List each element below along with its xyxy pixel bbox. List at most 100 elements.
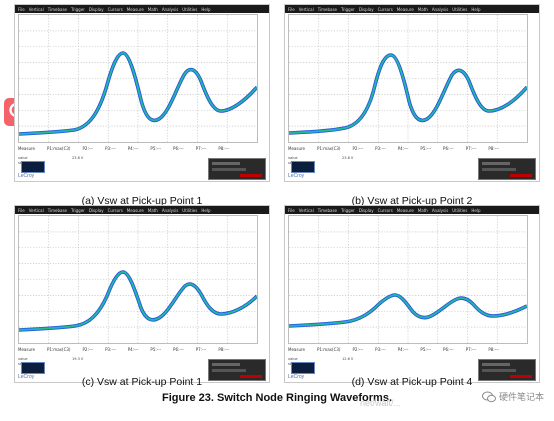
watermark: 硬件笔记本 <box>481 390 544 403</box>
oscilloscope-screen: File Vertical Timebase Trigger Display C… <box>284 205 540 383</box>
trigger-status-box <box>208 158 266 180</box>
menu-cursors[interactable]: Cursors <box>107 207 123 213</box>
menu-trigger[interactable]: Trigger <box>341 207 355 213</box>
menu-utilities[interactable]: Utilities <box>182 207 198 213</box>
grid <box>19 15 257 142</box>
menu-help[interactable]: Help <box>201 6 211 12</box>
watermark-url: net/walt/... <box>360 398 402 408</box>
menu-utilities[interactable]: Utilities <box>452 207 468 213</box>
menu-vertical[interactable]: Vertical <box>298 6 314 12</box>
menu-math[interactable]: Math <box>147 207 158 213</box>
trigger-status-box <box>478 158 536 180</box>
p1-value: 23.8 V <box>342 156 354 160</box>
waveform-graph <box>289 15 527 142</box>
value-row-label: value <box>288 357 298 361</box>
menu-math[interactable]: Math <box>147 6 158 12</box>
menu-file[interactable]: File <box>18 6 25 12</box>
trace-inner <box>289 54 527 134</box>
caption-c: (c) Vsw at Pick-up Point 1 <box>81 376 203 388</box>
measure-header-row: Measure P1:max(C3) P2:--- P3:--- P4:--- … <box>18 146 268 155</box>
menu-measure[interactable]: Measure <box>126 6 144 12</box>
menu-vertical[interactable]: Vertical <box>28 207 44 213</box>
menu-measure[interactable]: Measure <box>396 6 414 12</box>
grid <box>289 15 527 142</box>
menu-cursors[interactable]: Cursors <box>107 6 123 12</box>
trace-outer <box>289 293 527 328</box>
measurement-area: Measure P1:max(C3) P2:--- P3:--- P4:--- … <box>288 347 538 381</box>
menu-help[interactable]: Help <box>471 207 481 213</box>
menu-utilities[interactable]: Utilities <box>452 6 468 12</box>
menu-timebase[interactable]: Timebase <box>47 207 68 213</box>
menu-measure[interactable]: Measure <box>126 207 144 213</box>
measure-p2: P2:--- <box>82 347 94 352</box>
waveform-graph <box>19 216 257 343</box>
measure-p7: P7:--- <box>195 347 207 352</box>
grid <box>19 216 257 343</box>
watermark-text: 硬件笔记本 <box>498 392 544 402</box>
menu-trigger[interactable]: Trigger <box>341 6 355 12</box>
measure-p4: P4:--- <box>127 146 139 151</box>
measure-p7: P7:--- <box>195 146 207 151</box>
trigger-status-box <box>208 359 266 381</box>
measure-p1: P1:max(C3) <box>317 146 341 151</box>
caption-b: (b) Vsw at Pick-up Point 2 <box>351 195 473 207</box>
menu-help[interactable]: Help <box>201 207 211 213</box>
menu-analysis[interactable]: Analysis <box>161 6 179 12</box>
trace-inner <box>19 271 257 331</box>
measure-p8: P8:--- <box>218 146 229 151</box>
menu-vertical[interactable]: Vertical <box>298 207 314 213</box>
menu-file[interactable]: File <box>18 207 25 213</box>
trace-mid <box>289 53 527 135</box>
scope-panel-a: File Vertical Timebase Trigger Display C… <box>14 4 270 207</box>
lecroy-logo: LeCroy <box>18 173 35 179</box>
measurement-area: Measure P1:max(C3) P2:--- P3:--- P4:--- … <box>18 347 268 381</box>
menu-file[interactable]: File <box>288 207 295 213</box>
menu-utilities[interactable]: Utilities <box>182 6 198 12</box>
measure-label: Measure <box>18 347 35 352</box>
waveform-plot <box>18 14 258 143</box>
figure-caption: Figure 23. Switch Node Ringing Waveforms… <box>161 392 392 404</box>
menu-trigger[interactable]: Trigger <box>71 6 85 12</box>
measure-p7: P7:--- <box>465 146 477 151</box>
scope-panel-b: File Vertical Timebase Trigger Display C… <box>284 4 540 207</box>
scope-menu-bar: File Vertical Timebase Trigger Display C… <box>15 5 269 13</box>
menu-help[interactable]: Help <box>471 6 481 12</box>
menu-analysis[interactable]: Analysis <box>161 207 179 213</box>
menu-cursors[interactable]: Cursors <box>377 6 393 12</box>
menu-display[interactable]: Display <box>358 6 374 12</box>
menu-timebase[interactable]: Timebase <box>317 6 338 12</box>
menu-timebase[interactable]: Timebase <box>47 6 68 12</box>
measure-p6: P6:--- <box>173 347 184 352</box>
value-row-label: value <box>288 156 298 160</box>
value-row-label: value <box>18 156 28 160</box>
channel-chip <box>291 161 315 173</box>
channel-chip <box>291 362 315 374</box>
menu-timebase[interactable]: Timebase <box>317 207 338 213</box>
menu-cursors[interactable]: Cursors <box>377 207 393 213</box>
waveform-graph <box>19 15 257 142</box>
measure-p7: P7:--- <box>465 347 477 352</box>
menu-math[interactable]: Math <box>417 207 428 213</box>
menu-trigger[interactable]: Trigger <box>71 207 85 213</box>
value-row-label: value <box>18 357 28 361</box>
menu-display[interactable]: Display <box>88 6 104 12</box>
menu-analysis[interactable]: Analysis <box>431 6 449 12</box>
measure-p1: P1:max(C3) <box>317 347 341 352</box>
waveform-plot <box>18 215 258 344</box>
channel-chip <box>21 161 45 173</box>
wechat-icon <box>481 391 496 402</box>
waveform-plot <box>288 14 528 143</box>
measure-p8: P8:--- <box>218 347 229 352</box>
menu-analysis[interactable]: Analysis <box>431 207 449 213</box>
measure-p6: P6:--- <box>443 347 454 352</box>
menu-measure[interactable]: Measure <box>396 207 414 213</box>
measure-label: Measure <box>18 146 35 151</box>
menu-display[interactable]: Display <box>88 207 104 213</box>
menu-vertical[interactable]: Vertical <box>28 6 44 12</box>
measure-label: Measure <box>288 347 305 352</box>
menu-math[interactable]: Math <box>417 6 428 12</box>
menu-file[interactable]: File <box>288 6 295 12</box>
menu-display[interactable]: Display <box>358 207 374 213</box>
trigger-status-box <box>478 359 536 381</box>
measure-header-row: Measure P1:max(C3) P2:--- P3:--- P4:--- … <box>288 347 538 356</box>
